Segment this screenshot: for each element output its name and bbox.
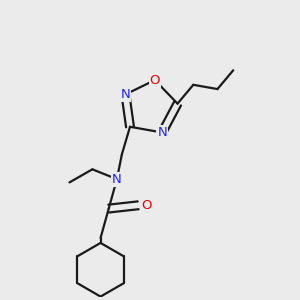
Text: N: N <box>157 126 167 139</box>
Text: O: O <box>141 199 152 212</box>
Text: N: N <box>121 88 130 101</box>
Text: O: O <box>150 74 160 87</box>
Text: N: N <box>112 172 122 186</box>
